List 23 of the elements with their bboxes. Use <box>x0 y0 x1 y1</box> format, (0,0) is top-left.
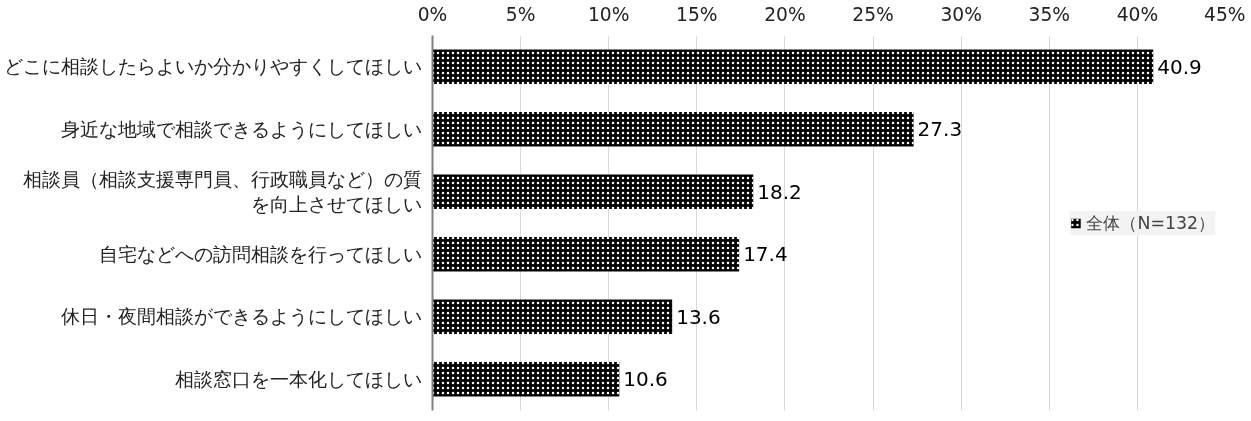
data-label: 10.6 <box>623 367 668 392</box>
y-tick-label: 相談員（相談支援専門員、行政職員など）の質を向上させてほしい <box>22 168 422 215</box>
x-tick-label: 40% <box>1116 3 1159 25</box>
x-tick-label: 25% <box>852 3 894 25</box>
x-tick-label: 5% <box>505 3 536 25</box>
data-label: 13.6 <box>676 304 721 329</box>
x-tick-label: 15% <box>676 3 718 25</box>
data-label: 18.2 <box>757 179 802 204</box>
x-tick-label: 45% <box>1204 3 1246 25</box>
x-tick-label: 10% <box>587 3 630 25</box>
y-tick-label: どこに相談したらよいか分かりやすくしてほしい <box>3 56 422 78</box>
y-tick-label: 自宅などへの訪問相談を行ってほしい <box>98 243 422 265</box>
x-tick-label: 35% <box>1028 3 1071 25</box>
x-tick-label: 0% <box>417 3 448 25</box>
legend-label: 全体（N=132） <box>1086 211 1215 235</box>
data-label: 17.4 <box>743 242 788 267</box>
x-tick-label: 30% <box>940 3 982 25</box>
data-label: 27.3 <box>917 117 963 142</box>
y-tick-label: 休日・夜間相談ができるようにしてほしい <box>60 306 422 328</box>
data-label: 40.9 <box>1157 54 1202 79</box>
y-tick-label: 身近な地域で相談できるようにしてほしい <box>60 118 422 140</box>
y-tick-label: 相談窓口を一本化してほしい <box>174 368 422 390</box>
x-tick-label: 20% <box>764 3 806 25</box>
